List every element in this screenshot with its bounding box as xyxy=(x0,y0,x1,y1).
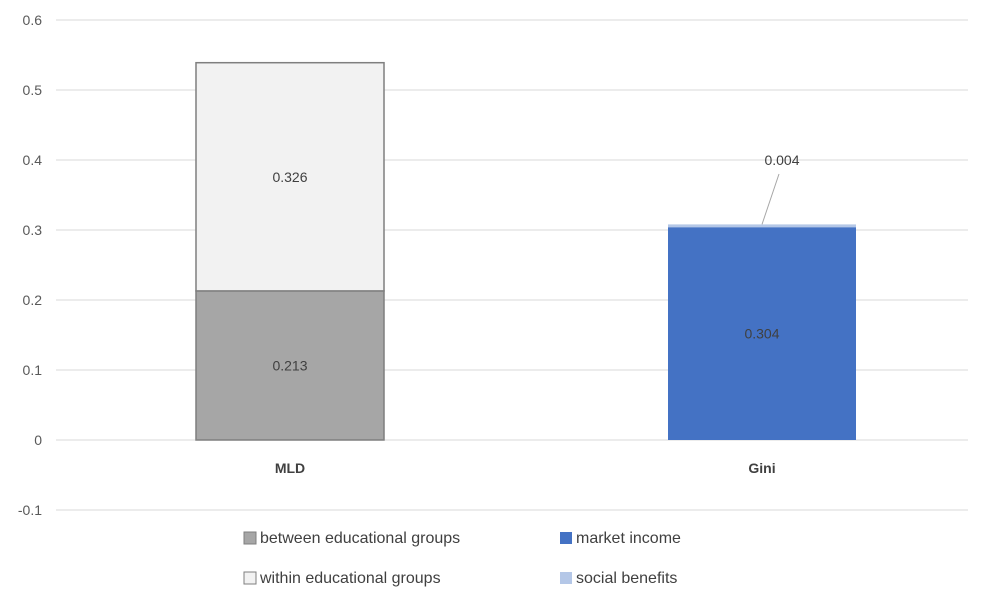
y-tick-label: 0 xyxy=(34,432,42,448)
bar-segment xyxy=(195,61,385,292)
bar-segment xyxy=(668,227,856,440)
bar-segment xyxy=(668,224,856,228)
bar-segment xyxy=(195,290,385,441)
y-tick-label: 0.3 xyxy=(23,222,43,238)
legend-item: within educational groups xyxy=(243,570,441,587)
data-label: 0.304 xyxy=(744,326,779,342)
category-label: MLD xyxy=(275,460,305,476)
leader-line xyxy=(761,173,780,225)
legend-swatch xyxy=(243,531,257,545)
legend-label: market income xyxy=(576,530,681,547)
legend-label: social benefits xyxy=(576,570,677,587)
category-label: Gini xyxy=(748,460,775,476)
legend-label: within educational groups xyxy=(259,570,441,587)
data-label: 0.004 xyxy=(764,152,799,168)
y-tick-label: -0.1 xyxy=(18,502,42,518)
x-axis-category-labels: MLD Gini xyxy=(275,460,776,476)
y-axis-tick-labels: -0.1 0 0.1 0.2 0.3 0.4 0.5 0.6 xyxy=(18,12,42,518)
data-labels: 0.213 0.326 0.304 0.004 xyxy=(272,152,799,373)
legend-item: social benefits xyxy=(560,570,677,587)
y-tick-label: 0.1 xyxy=(23,362,43,378)
legend-item: between educational groups xyxy=(243,530,460,547)
legend: between educational groups market income w… xyxy=(243,530,681,587)
data-label: 0.326 xyxy=(272,169,307,185)
y-tick-label: 0.2 xyxy=(23,292,43,308)
legend-item: market income xyxy=(560,530,681,547)
legend-label: between educational groups xyxy=(260,530,460,547)
y-tick-label: 0.4 xyxy=(23,152,43,168)
bars xyxy=(195,61,856,441)
data-label: 0.213 xyxy=(272,357,307,373)
legend-swatch xyxy=(560,532,572,544)
legend-swatch xyxy=(243,571,257,585)
y-tick-label: 0.5 xyxy=(23,82,43,98)
legend-swatch xyxy=(560,572,572,584)
y-tick-label: 0.6 xyxy=(23,12,43,28)
